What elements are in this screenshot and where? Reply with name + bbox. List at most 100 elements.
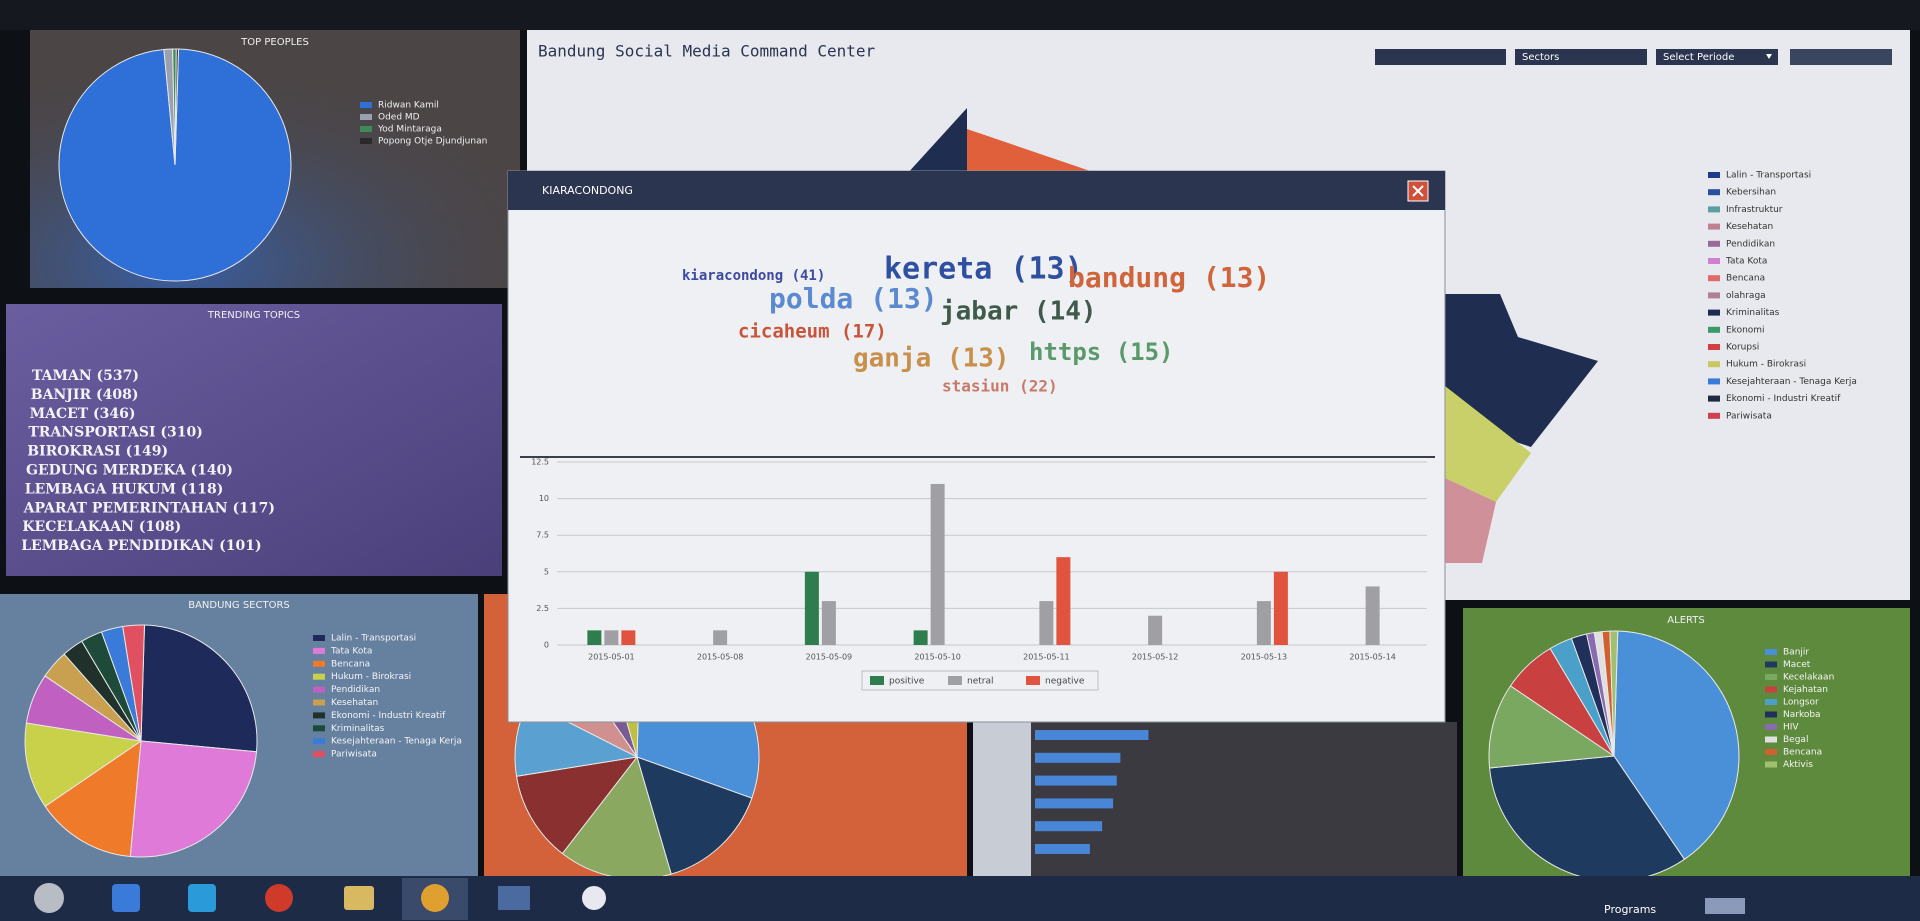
legend-swatch	[1708, 344, 1720, 350]
bar	[1035, 776, 1117, 786]
x-tick-label: 2015-05-01	[588, 653, 635, 662]
panel-title: TOP PEOPLES	[240, 37, 309, 48]
legend-swatch	[1765, 749, 1777, 755]
legend-label: negative	[1045, 677, 1085, 687]
bar	[1056, 557, 1070, 645]
legend-label: Oded MD	[378, 113, 420, 123]
bar	[805, 572, 819, 645]
legend-swatch	[1708, 172, 1720, 178]
legend-label: Kebersihan	[1726, 188, 1776, 198]
x-tick-label: 2015-05-10	[914, 653, 961, 662]
legend-label: olahraga	[1726, 291, 1766, 301]
legend-label: Yod Mintaraga	[377, 125, 442, 135]
word: https (15)	[1029, 338, 1174, 366]
taskbar-app[interactable]	[344, 886, 374, 910]
icon-buttons[interactable]	[1790, 49, 1892, 65]
taskbar-app[interactable]	[112, 884, 140, 912]
bar	[621, 630, 635, 645]
legend-swatch	[1708, 258, 1720, 264]
legend-swatch	[313, 712, 325, 718]
legend-swatch	[1708, 310, 1720, 316]
y-tick-label: 10	[539, 494, 549, 503]
legend-swatch	[1765, 712, 1777, 718]
legend-swatch	[313, 700, 325, 706]
legend-label: Pendidikan	[331, 685, 380, 695]
legend-swatch	[1708, 189, 1720, 195]
legend-swatch	[313, 725, 325, 731]
legend-label: Ekonomi	[1726, 325, 1765, 335]
word: ganja (13)	[853, 344, 1010, 374]
taskbar-app[interactable]	[265, 884, 293, 912]
trending-item: GEDUNG MERDEKA (140)	[26, 463, 233, 479]
legend-swatch	[1765, 649, 1777, 655]
legend-label: Kecelakaan	[1783, 673, 1834, 683]
bar	[1148, 616, 1162, 645]
legend-label: Pendidikan	[1726, 239, 1775, 249]
ranking-label-column	[973, 722, 1031, 882]
bar	[587, 630, 601, 645]
bar	[1039, 601, 1053, 645]
word: cicaheum (17)	[738, 321, 887, 343]
legend-swatch	[313, 661, 325, 667]
legend-label: Banjir	[1783, 648, 1809, 658]
x-tick-label: 2015-05-12	[1132, 653, 1179, 662]
y-tick-label: 2.5	[536, 604, 549, 613]
legend-label: Pariwisata	[1726, 411, 1772, 421]
legend-label: Korupsi	[1726, 343, 1759, 353]
taskbar-app[interactable]	[498, 886, 530, 910]
legend-label: Kesejahteraan - Tenaga Kerja	[331, 737, 462, 747]
bar	[1366, 586, 1380, 645]
legend-label: Kesejahteraan - Tenaga Kerja	[1726, 377, 1857, 387]
legend-label: Bencana	[1726, 274, 1765, 284]
taskbar-app[interactable]	[188, 884, 216, 912]
legend-swatch	[1765, 662, 1777, 668]
legend-label: Hukum - Birokrasi	[331, 672, 411, 682]
bar	[1035, 753, 1120, 763]
start-button[interactable]	[34, 883, 64, 913]
legend-swatch	[1708, 361, 1720, 367]
bar	[914, 630, 928, 645]
legend-label: Ekonomi - Industri Kreatif	[331, 711, 446, 721]
legend-label: Bencana	[1783, 748, 1822, 758]
popup: KIARACONDONG kiaracondong (41)kereta (13…	[508, 171, 1445, 722]
legend-swatch	[360, 102, 372, 108]
legend-swatch	[1708, 378, 1720, 384]
legend-swatch	[1026, 676, 1040, 685]
word: polda (13)	[769, 282, 938, 315]
taskbar-app[interactable]	[582, 886, 606, 910]
legend-label: Kriminalitas	[331, 724, 385, 734]
bar	[1035, 844, 1090, 854]
legend-label: Lalin - Transportasi	[1726, 171, 1811, 181]
y-tick-label: 0	[544, 641, 549, 650]
legend-label: Aktivis	[1783, 760, 1813, 770]
legend-label: Begal	[1783, 735, 1808, 745]
legend-label: Macet	[1783, 660, 1811, 670]
legend-swatch	[1765, 687, 1777, 693]
x-tick-label: 2015-05-13	[1241, 653, 1288, 662]
trending-item: MACET (346)	[30, 406, 136, 422]
legend-swatch	[360, 138, 372, 144]
bar	[1274, 572, 1288, 645]
legend-swatch	[1765, 674, 1777, 680]
legend-label: Popong Otje Djundjunan	[378, 137, 487, 147]
legend-swatch	[1765, 762, 1777, 768]
legend-swatch	[360, 114, 372, 120]
legend-swatch	[1708, 224, 1720, 230]
legend-label: Pariwisata	[331, 750, 377, 760]
legend-swatch	[948, 676, 962, 685]
toolbar-button[interactable]	[1375, 49, 1506, 65]
legend-label: Longsor	[1783, 698, 1819, 708]
legend-swatch	[313, 751, 325, 757]
taskbar-app[interactable]	[421, 884, 449, 912]
bar	[822, 601, 836, 645]
trending-item: KECELAKAAN (108)	[22, 519, 181, 535]
legend-label: Tata Kota	[330, 646, 372, 656]
legend-swatch	[870, 676, 884, 685]
y-tick-label: 5	[544, 567, 549, 576]
bar	[713, 630, 727, 645]
legend-label: Infrastruktur	[1726, 205, 1783, 215]
tray	[1705, 898, 1745, 914]
legend-swatch	[313, 674, 325, 680]
x-tick-label: 2015-05-11	[1023, 653, 1070, 662]
legend-swatch	[313, 635, 325, 641]
